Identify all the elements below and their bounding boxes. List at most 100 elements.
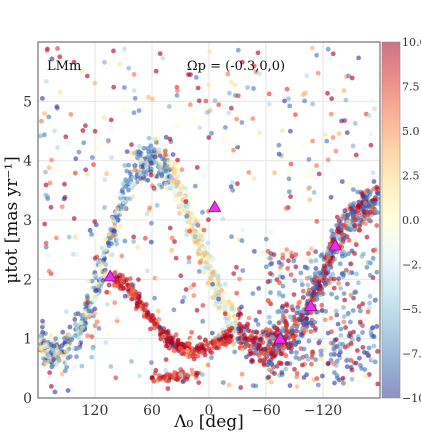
- data-point: [287, 314, 293, 320]
- y-tick-label: 0: [23, 391, 32, 407]
- data-point: [109, 219, 114, 225]
- data-point: [191, 293, 197, 298]
- data-point: [67, 324, 73, 330]
- colorbar-tick-label: 10.0: [402, 36, 421, 49]
- data-point: [43, 361, 49, 367]
- data-point: [302, 98, 307, 104]
- data-point: [104, 289, 109, 295]
- data-point: [40, 352, 46, 357]
- data-point: [221, 136, 227, 141]
- data-point: [293, 252, 299, 257]
- data-point: [284, 247, 290, 253]
- data-point: [358, 308, 363, 314]
- data-point: [106, 282, 112, 288]
- data-point: [374, 324, 380, 329]
- data-point: [255, 322, 261, 327]
- data-point: [329, 291, 334, 297]
- data-point: [84, 73, 90, 79]
- data-point: [282, 98, 287, 104]
- data-point: [173, 332, 179, 338]
- data-point: [228, 105, 234, 111]
- data-point: [92, 80, 98, 86]
- data-point: [277, 342, 283, 348]
- data-point: [294, 328, 299, 334]
- data-point: [353, 242, 359, 248]
- data-point: [189, 337, 194, 343]
- data-point: [371, 334, 377, 339]
- data-point: [267, 327, 273, 333]
- highlight-marker: [208, 200, 222, 212]
- data-point: [274, 363, 280, 369]
- data-point: [361, 208, 366, 214]
- data-point: [175, 88, 180, 94]
- data-point: [170, 152, 176, 157]
- data-point: [104, 171, 109, 177]
- data-point: [202, 265, 208, 270]
- data-point: [100, 253, 106, 259]
- colorbar-tick-label: −2.: [402, 259, 421, 272]
- data-point: [356, 280, 361, 286]
- data-point: [261, 250, 266, 255]
- data-point: [149, 220, 154, 226]
- data-point: [156, 147, 162, 152]
- data-point: [234, 116, 240, 122]
- data-point: [163, 367, 169, 373]
- data-point: [112, 228, 117, 234]
- data-point: [292, 341, 298, 347]
- data-point: [239, 238, 245, 244]
- data-point: [341, 314, 347, 319]
- scatter-points: [38, 45, 380, 395]
- data-point: [363, 373, 369, 379]
- data-point: [114, 315, 120, 321]
- data-point: [216, 305, 222, 311]
- data-point: [349, 337, 355, 343]
- data-point: [269, 334, 275, 340]
- data-point: [321, 263, 327, 269]
- highlight-marker: [303, 299, 318, 311]
- data-point: [332, 352, 337, 357]
- data-point: [308, 246, 314, 252]
- data-point: [225, 301, 231, 307]
- data-point: [71, 216, 77, 221]
- data-point: [313, 357, 319, 363]
- data-point: [50, 348, 56, 354]
- data-point: [273, 325, 278, 330]
- data-point: [201, 362, 207, 368]
- data-point: [343, 97, 349, 103]
- data-point: [73, 311, 79, 317]
- data-point: [103, 236, 108, 242]
- data-point: [328, 352, 334, 357]
- data-point: [89, 334, 95, 339]
- y-axis-label: μtot [mas yr⁻¹]: [2, 156, 22, 284]
- data-point: [221, 306, 227, 311]
- data-point: [226, 382, 232, 388]
- data-point: [313, 326, 318, 331]
- data-point: [145, 177, 151, 183]
- data-point: [290, 307, 296, 313]
- data-point: [197, 125, 203, 131]
- data-point: [252, 346, 257, 352]
- data-point: [255, 50, 261, 56]
- data-point: [90, 346, 96, 352]
- data-point: [205, 280, 211, 286]
- data-point: [156, 317, 162, 322]
- data-point: [107, 235, 113, 241]
- data-point: [136, 151, 142, 157]
- data-point: [166, 332, 172, 338]
- data-point: [148, 156, 154, 162]
- data-point: [131, 150, 137, 156]
- data-point: [284, 167, 290, 173]
- data-point: [269, 362, 275, 367]
- data-point: [196, 269, 202, 274]
- data-point: [286, 258, 291, 264]
- data-point: [341, 88, 347, 94]
- data-point: [137, 299, 143, 305]
- data-point: [86, 308, 92, 314]
- data-point: [64, 343, 70, 349]
- data-point: [348, 206, 354, 212]
- data-point: [337, 346, 343, 352]
- data-point: [157, 375, 163, 381]
- data-point: [191, 213, 196, 219]
- data-point: [363, 200, 368, 206]
- data-point: [210, 269, 216, 275]
